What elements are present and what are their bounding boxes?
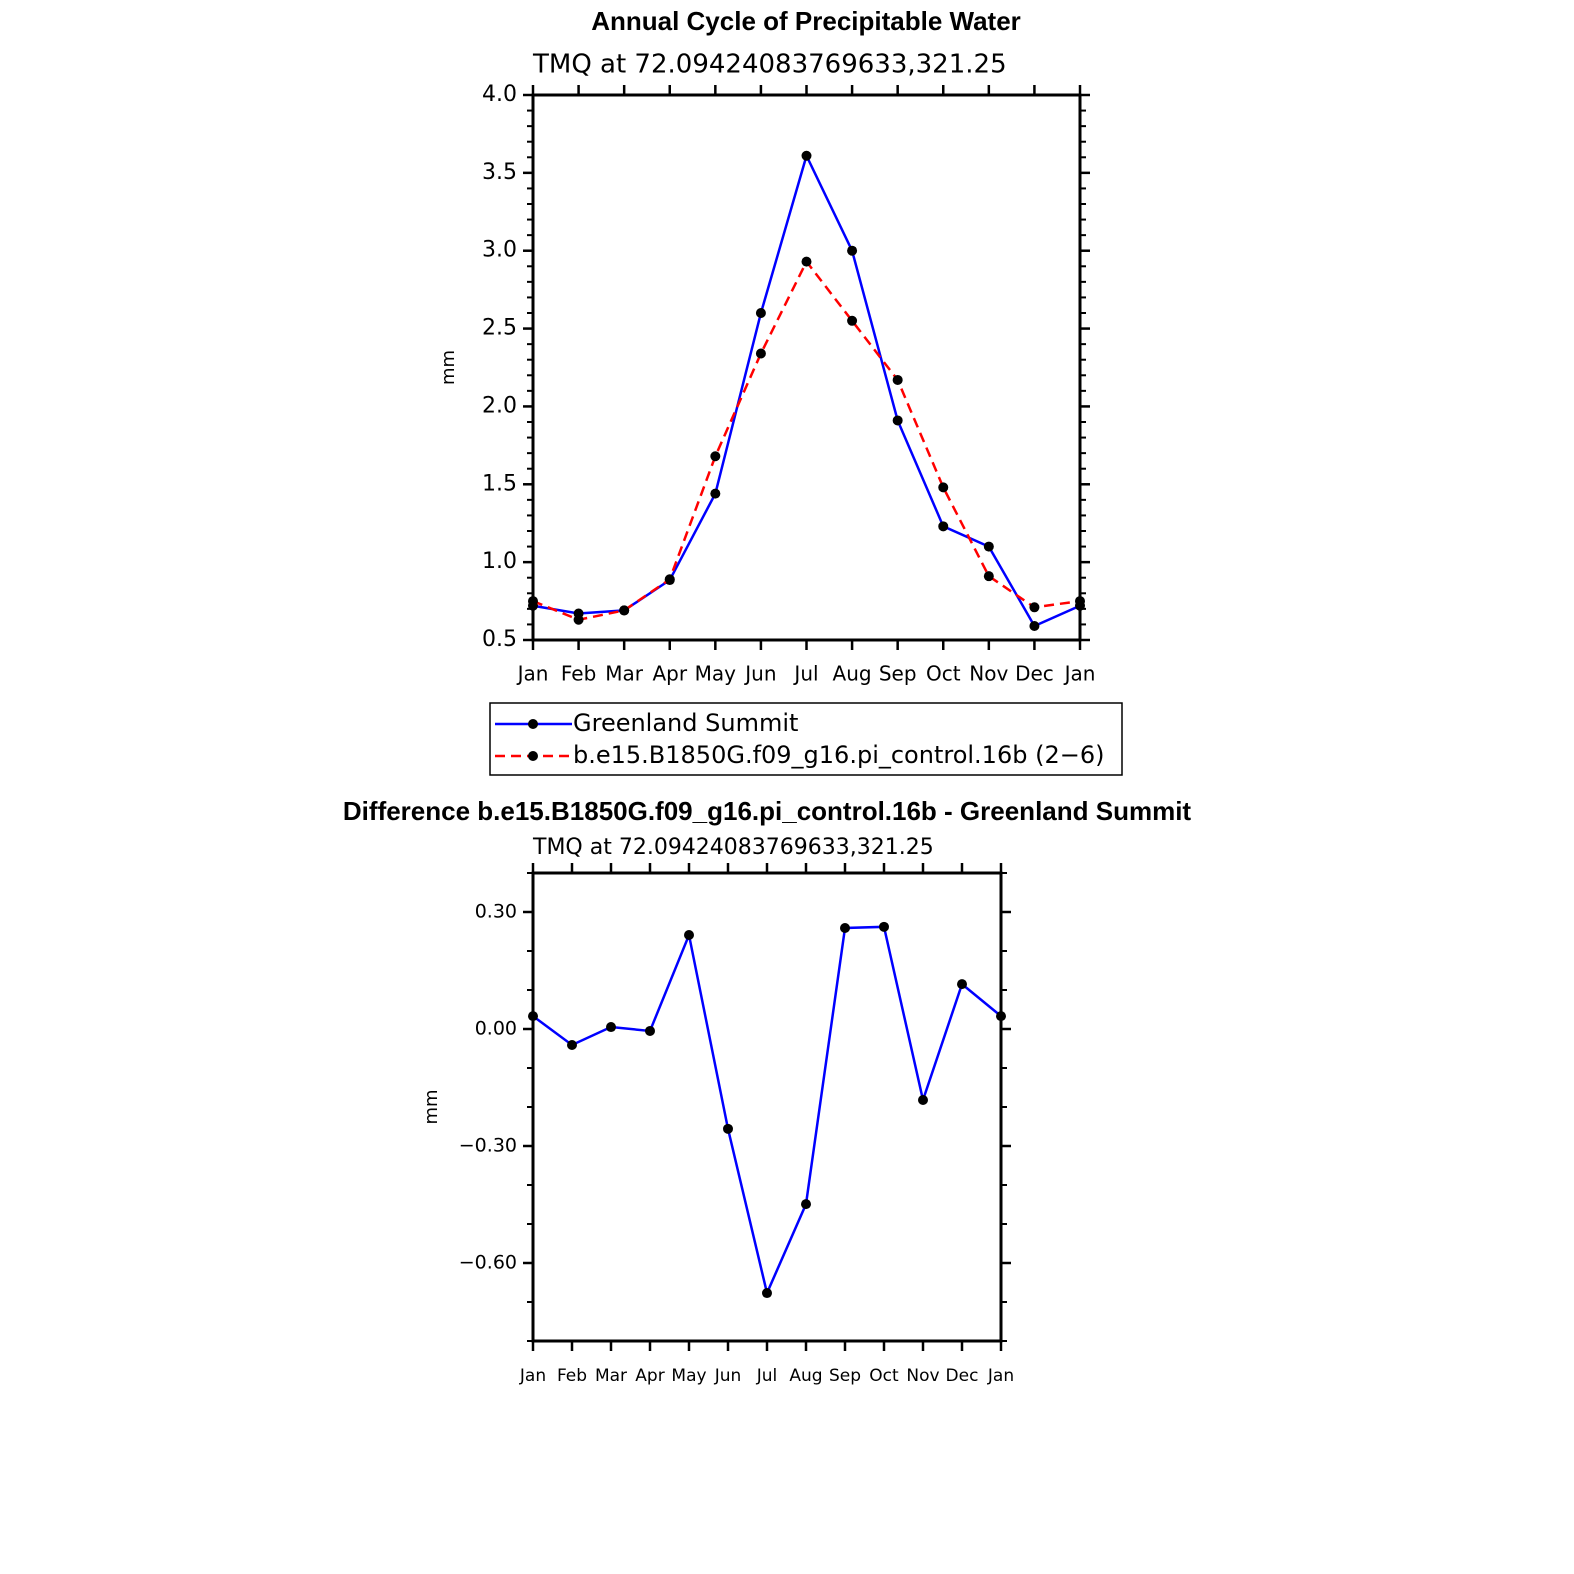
y-tick-label: 1.5 <box>482 471 517 496</box>
x-tick-label: Jan <box>516 662 549 686</box>
data-point <box>664 574 675 585</box>
data-point <box>847 315 858 326</box>
y-tick-label: 2.0 <box>482 393 517 418</box>
x-tick-label: Nov <box>906 1366 939 1386</box>
y-tick-label: −0.60 <box>459 1252 517 1274</box>
legend-box <box>489 702 1123 776</box>
x-tick-label: Jan <box>519 1366 546 1386</box>
x-tick-label: Aug <box>789 1366 822 1386</box>
y-tick-label: 0.5 <box>482 627 517 652</box>
data-point <box>892 374 903 385</box>
legend-marker <box>528 751 538 761</box>
x-tick-label: Feb <box>561 662 596 686</box>
data-point <box>755 308 766 318</box>
series-line <box>532 925 1002 1297</box>
chart-subtitle: TMQ at 72.09424083769633,321.25 <box>532 835 934 860</box>
data-point <box>801 1199 811 1210</box>
y-tick-label: 0.30 <box>475 901 517 923</box>
x-tick-label: Dec <box>1015 662 1054 686</box>
x-tick-label: Jun <box>714 1366 742 1386</box>
x-tick-label: Jul <box>756 1366 778 1386</box>
data-point <box>606 1022 616 1033</box>
x-tick-label: Dec <box>946 1366 979 1386</box>
y-tick-label: 4.0 <box>482 82 517 107</box>
x-tick-label: Aug <box>833 662 872 686</box>
x-tick-label: May <box>695 662 737 686</box>
y-tick-label: 0.00 <box>475 1018 517 1040</box>
data-point <box>528 1011 538 1022</box>
x-tick-label: Oct <box>926 662 961 686</box>
data-point <box>1075 596 1085 607</box>
data-point <box>840 922 850 933</box>
data-point <box>918 1094 928 1105</box>
x-tick-label: Mar <box>595 1366 627 1386</box>
data-point <box>996 1011 1006 1022</box>
legend-marker <box>528 719 538 729</box>
y-tick-label: 2.5 <box>482 316 517 341</box>
plot-frame <box>531 871 1003 1343</box>
y-tick-label: −0.30 <box>459 1135 517 1157</box>
data-point <box>957 979 967 990</box>
data-point <box>892 415 903 426</box>
data-point <box>710 451 721 462</box>
x-tick-label: Jan <box>987 1366 1014 1386</box>
data-point <box>938 482 949 493</box>
legend-label: Greenland Summit <box>573 709 798 737</box>
y-tick-label: 1.0 <box>482 549 517 574</box>
x-tick-label: Feb <box>557 1366 587 1386</box>
data-point <box>847 245 858 256</box>
x-tick-label: Oct <box>869 1366 899 1386</box>
x-tick-label: Sep <box>829 1366 861 1386</box>
x-tick-label: Apr <box>652 662 687 686</box>
x-tick-label: Jul <box>792 662 818 686</box>
x-tick-label: Jun <box>743 662 776 686</box>
data-point <box>879 921 889 932</box>
series-line <box>532 152 1081 628</box>
data-point <box>619 605 630 616</box>
data-point <box>983 541 994 552</box>
data-point <box>762 1288 772 1299</box>
x-tick-label: Jan <box>1063 662 1096 686</box>
data-point <box>801 256 812 267</box>
data-point <box>1029 620 1040 631</box>
y-tick-label: 3.0 <box>482 238 517 263</box>
x-tick-label: Mar <box>605 662 644 686</box>
y-axis-label: mm <box>421 1089 442 1124</box>
data-point <box>1029 602 1040 613</box>
chart-subtitle: TMQ at 72.09424083769633,321.25 <box>532 50 1007 80</box>
x-tick-label: Nov <box>969 662 1008 686</box>
plot-frame <box>531 93 1082 642</box>
y-axis-label: mm <box>438 350 459 385</box>
x-tick-label: Apr <box>635 1366 664 1386</box>
data-point <box>723 1123 733 1134</box>
data-point <box>528 596 538 607</box>
data-point <box>645 1025 655 1036</box>
x-tick-label: Sep <box>879 662 917 686</box>
data-point <box>573 614 584 625</box>
y-tick-label: 3.5 <box>482 160 517 185</box>
chart-title: Difference b.e15.B1850G.f09_g16.pi_contr… <box>343 796 1192 826</box>
series-line <box>532 259 1081 622</box>
data-point <box>567 1039 577 1050</box>
data-point <box>755 348 766 359</box>
chart-title: Annual Cycle of Precipitable Water <box>591 6 1021 36</box>
data-point <box>801 150 812 161</box>
x-tick-label: May <box>671 1366 706 1386</box>
data-point <box>938 521 949 532</box>
legend-label: b.e15.B1850G.f09_g16.pi_control.16b (2−6… <box>573 741 1104 769</box>
data-point <box>983 571 994 582</box>
data-point <box>710 488 721 499</box>
data-point <box>684 930 694 941</box>
